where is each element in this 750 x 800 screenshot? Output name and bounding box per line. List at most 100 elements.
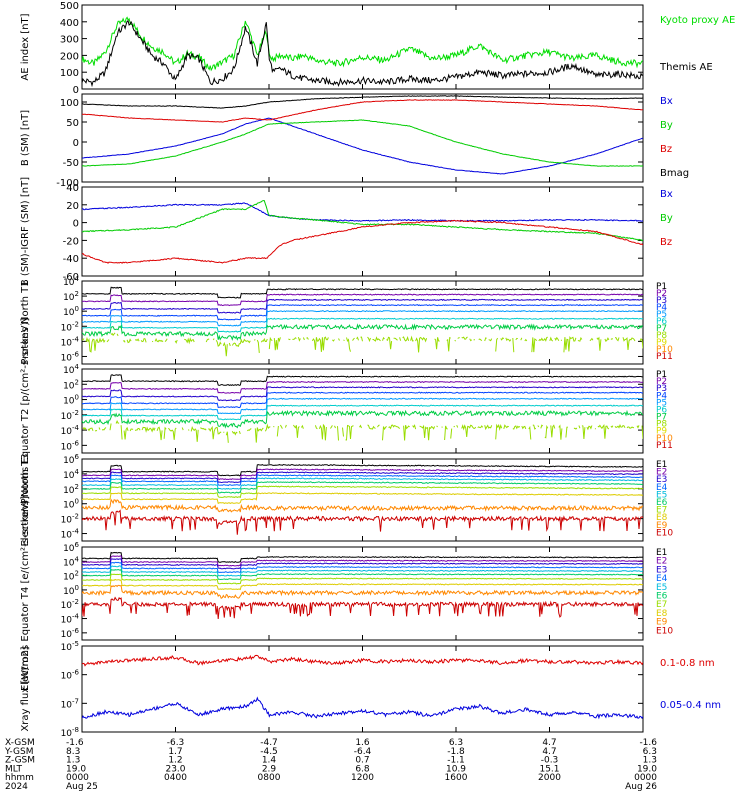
y-tick-label: 10-2 bbox=[61, 513, 79, 526]
channel-line-p6 bbox=[82, 404, 643, 421]
y-tick-label: 10-2 bbox=[61, 409, 79, 422]
channel-label: P11 bbox=[656, 441, 673, 451]
axis-value: 6.3 bbox=[643, 747, 657, 757]
svg-text:Protons North T1: Protons North T1 bbox=[20, 280, 31, 364]
axis-value: 8.3 bbox=[66, 747, 80, 757]
series-line-0-1-0-8-nm bbox=[82, 654, 643, 667]
legend-label: Bx bbox=[660, 96, 673, 107]
axis-value: 23.0 bbox=[165, 764, 185, 774]
y-tick-label: 10-6 bbox=[61, 350, 80, 363]
channel-line-e3 bbox=[82, 471, 643, 484]
axis-value: 1200 bbox=[351, 773, 374, 783]
channel-line-e7 bbox=[82, 485, 643, 499]
legend-label: Kyoto proxy AE bbox=[660, 15, 735, 26]
channel-label: E9 bbox=[656, 521, 668, 531]
axis-value: 19.0 bbox=[66, 764, 86, 774]
legend-label: Themis AE bbox=[659, 62, 713, 73]
axis-value: 1.3 bbox=[643, 756, 657, 766]
y-tick-label: 10-6 bbox=[61, 627, 80, 640]
channel-line-p8 bbox=[82, 420, 643, 443]
channel-line-e9 bbox=[82, 584, 643, 600]
channel-line-p4 bbox=[82, 391, 643, 409]
axis-value: 1.2 bbox=[168, 756, 182, 766]
axis-value: 6.8 bbox=[355, 764, 370, 774]
axis-value: -4.5 bbox=[260, 747, 278, 757]
legend-label: Bz bbox=[660, 237, 672, 248]
axis-value: -6.3 bbox=[167, 738, 185, 748]
series-line-bz bbox=[82, 99, 643, 123]
series-line-bx bbox=[82, 202, 643, 222]
axis-value: -1.1 bbox=[447, 756, 465, 766]
y-tick-label: 0 bbox=[73, 138, 79, 149]
channel-label: E1 bbox=[656, 548, 667, 558]
channel-line-e6 bbox=[82, 481, 643, 494]
y-tick-label: 106 bbox=[63, 453, 79, 466]
svg-text:Electrons North T3: Electrons North T3 bbox=[20, 453, 31, 546]
y-tick-label: 100 bbox=[63, 394, 79, 407]
row-label: X-GSM bbox=[5, 738, 35, 748]
axis-value: Aug 26 bbox=[625, 782, 657, 792]
channel-line-p2 bbox=[82, 380, 643, 394]
y-tick-label: 10-4 bbox=[61, 335, 80, 348]
channel-label: P10 bbox=[656, 434, 673, 444]
legend-label: By bbox=[660, 120, 673, 131]
axis-value: 19.0 bbox=[637, 764, 657, 774]
y-tick-label: 106 bbox=[63, 541, 79, 554]
legend-label: By bbox=[660, 213, 673, 224]
channel-line-e7 bbox=[82, 573, 643, 585]
channel-label: E2 bbox=[656, 557, 667, 567]
y-tick-label: 40 bbox=[66, 183, 79, 194]
axis-value: 1.4 bbox=[262, 756, 277, 766]
axis-value: Aug 25 bbox=[66, 782, 98, 792]
channel-line-p4 bbox=[82, 304, 643, 321]
panel-6: 106 104 102 100 10-2 10-4 Electrons North T3 E1… bbox=[20, 453, 673, 547]
series-line-by bbox=[82, 119, 643, 167]
channel-label: P9 bbox=[656, 427, 667, 437]
axis-value: -1.8 bbox=[447, 747, 465, 757]
y-tick-label: 10-6 bbox=[61, 669, 80, 682]
channel-label: E4 bbox=[656, 483, 668, 493]
y-tick-label: 10-4 bbox=[61, 613, 80, 626]
y-axis-label: B (SM)-IGRF (SM) [nT] bbox=[20, 177, 31, 286]
y-tick-label: 10-7 bbox=[61, 697, 79, 710]
y-axis-label: Xray flux [W/m2] bbox=[20, 646, 31, 731]
legend-label: Bx bbox=[660, 189, 673, 200]
channel-label: E9 bbox=[656, 618, 668, 628]
axis-value: -4.7 bbox=[260, 738, 278, 748]
axis-value: 15.1 bbox=[539, 764, 559, 774]
series-line-0-05-0-4-nm bbox=[82, 696, 643, 720]
series-line-by bbox=[82, 200, 643, 242]
y-tick-label: -50 bbox=[63, 158, 79, 169]
channel-line-e2 bbox=[82, 468, 643, 481]
y-tick-label: 100 bbox=[60, 68, 79, 79]
channel-label: P6 bbox=[656, 405, 667, 415]
y-axis-label: Electrons Equator T4 [e/(cm²-s-sr-keV)] bbox=[20, 496, 31, 691]
channel-label: E3 bbox=[656, 565, 667, 575]
channel-label: P8 bbox=[656, 331, 667, 341]
panel-frame bbox=[81, 186, 644, 277]
y-axis-label: Protons Equator T2 [p/(cm²-s-sr-keV)] bbox=[20, 318, 31, 505]
channel-label: P9 bbox=[656, 338, 667, 348]
svg-text:B (SM)-IGRF (SM) [nT]: B (SM)-IGRF (SM) [nT] bbox=[20, 177, 31, 286]
axis-value: 6.3 bbox=[449, 738, 463, 748]
channel-line-e5 bbox=[82, 565, 643, 577]
channel-line-p3 bbox=[82, 298, 643, 314]
y-axis-label: AE index [nT] bbox=[20, 13, 31, 80]
y-tick-label: 104 bbox=[63, 275, 79, 288]
channel-line-e1 bbox=[82, 463, 643, 477]
channel-line-e8 bbox=[82, 492, 643, 504]
axis-value: 4.7 bbox=[542, 738, 556, 748]
panel-1: 500 400 300 200 100 0 AE index [nT] Kyoto proxy… bbox=[20, 1, 735, 96]
series-line-bz bbox=[82, 219, 643, 264]
y-tick-label: 0 bbox=[73, 85, 79, 96]
channel-label: E8 bbox=[656, 513, 668, 523]
channel-label: E5 bbox=[656, 583, 667, 593]
channel-label: E2 bbox=[656, 468, 667, 478]
axis-value: 0000 bbox=[634, 773, 657, 783]
axis-value: 2.9 bbox=[262, 764, 277, 774]
channel-label: P7 bbox=[656, 413, 667, 423]
axis-value: 0000 bbox=[66, 773, 89, 783]
panel-2: 100 50 0 -50 -100 B (SM) [nT] Bx By Bz Bmag bbox=[20, 93, 689, 189]
channel-label: E10 bbox=[656, 528, 673, 538]
